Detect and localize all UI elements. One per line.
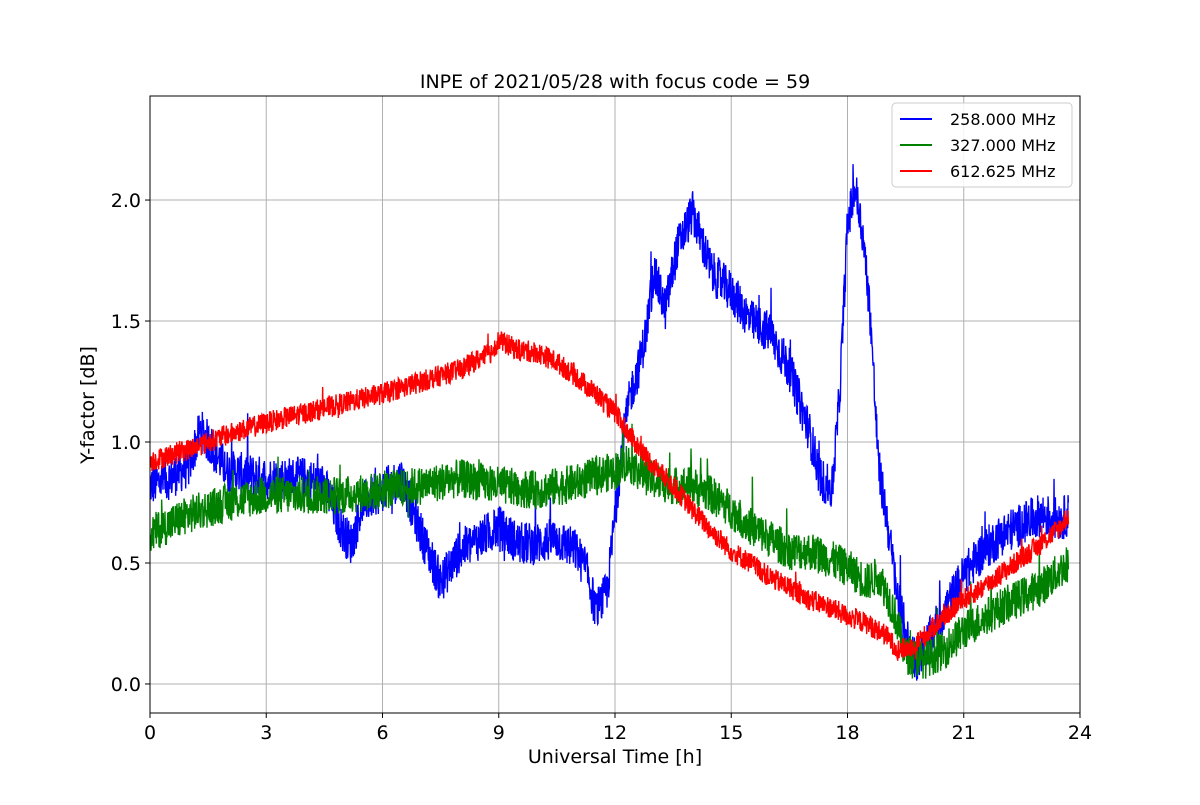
x-tick-label: 9 — [493, 722, 505, 744]
y-tick-label: 1.0 — [111, 432, 141, 454]
legend-label: 327.000 MHz — [950, 136, 1055, 155]
x-tick-label: 0 — [144, 722, 156, 744]
legend-label: 612.625 MHz — [950, 162, 1055, 181]
legend-box — [891, 102, 1073, 188]
x-axis-label: Universal Time [h] — [528, 746, 702, 768]
grid — [149, 96, 1081, 713]
legend: 258.000 MHz 327.000 MHz 612.625 MHz — [891, 102, 1073, 188]
y-tick-label: 1.5 — [111, 311, 141, 333]
x-tick-label: 24 — [1068, 722, 1092, 744]
chart-title: INPE of 2021/05/28 with focus code = 59 — [420, 71, 810, 93]
x-tick-label: 18 — [835, 722, 859, 744]
x-tick-label: 21 — [952, 722, 976, 744]
y-axis-label: Y-factor [dB] — [77, 346, 99, 465]
y-tick-label: 0.5 — [111, 553, 141, 575]
x-tick-label: 12 — [603, 722, 627, 744]
x-tick-label: 15 — [719, 722, 743, 744]
legend-label: 258.000 MHz — [950, 110, 1055, 129]
y-tick-label: 0.0 — [111, 674, 141, 696]
series-layer — [150, 164, 1070, 681]
x-tick-label: 6 — [376, 722, 388, 744]
ticks: 0 3 6 9 12 15 18 21 24 0.0 0.5 1.0 1.5 2.0 — [111, 190, 1092, 744]
series-line-3 — [150, 331, 1070, 661]
x-tick-label: 3 — [260, 722, 272, 744]
y-tick-label: 2.0 — [111, 190, 141, 212]
